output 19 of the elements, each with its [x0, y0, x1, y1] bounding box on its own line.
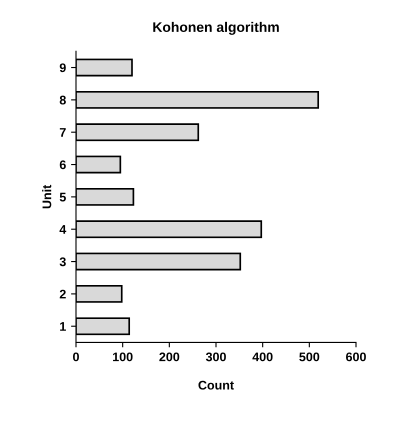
x-axis-title: Count [198, 380, 234, 390]
y-axis-title: Unit [42, 184, 52, 208]
y-tick-label: 1 [60, 322, 66, 331]
chart-title: Kohonen algorithm [153, 22, 279, 35]
y-tick-label: 4 [60, 225, 66, 234]
x-tick-label: 100 [113, 352, 133, 362]
y-tick-label: 8 [60, 96, 66, 105]
y-tick-label: 5 [60, 192, 66, 202]
x-tick-label: 600 [346, 352, 366, 362]
y-tick-label: 7 [60, 128, 66, 137]
x-tick-label: 400 [252, 352, 273, 362]
y-tick-label: 9 [60, 63, 66, 72]
x-tick-label: 300 [206, 352, 226, 362]
y-tick-label: 6 [60, 160, 66, 170]
x-tick-label: 200 [159, 352, 180, 362]
y-tick-label: 2 [60, 290, 66, 298]
y-tick-label: 3 [60, 257, 66, 266]
x-tick-label: 500 [299, 352, 320, 362]
x-tick-label: 0 [73, 352, 79, 362]
